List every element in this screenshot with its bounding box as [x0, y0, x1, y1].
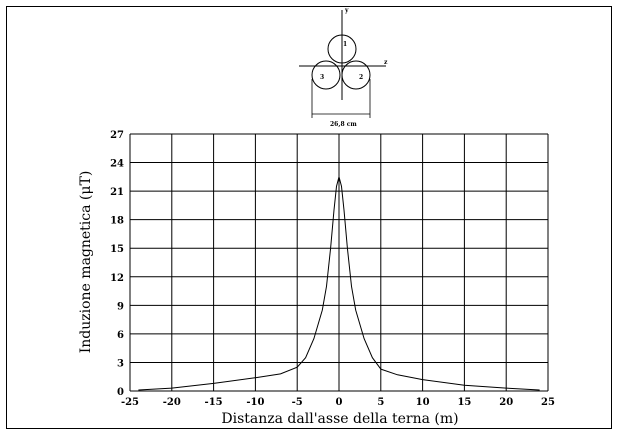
- conductor-3-label: 3: [320, 74, 324, 81]
- y-tick-label: 27: [110, 130, 124, 141]
- inset-y-label: y: [344, 7, 349, 14]
- conductor-1-label: 1: [343, 41, 347, 48]
- x-axis-label: Distanza dall'asse della terna (m): [221, 411, 458, 427]
- cable-diagram: y z 1 3 2 26,8 cm: [299, 7, 388, 128]
- y-tick-label: 3: [117, 358, 124, 369]
- x-tick-label: -10: [246, 397, 264, 408]
- y-tick-label: 6: [117, 330, 124, 341]
- y-tick-labels: 0 3 6 9 12 15 18 21 24 27: [110, 130, 124, 398]
- series-line: [138, 174, 540, 391]
- y-tick-label: 15: [110, 244, 124, 255]
- x-tick-label: 25: [541, 397, 555, 408]
- x-tick-label: 5: [377, 397, 384, 408]
- y-tick-label: 0: [117, 387, 124, 398]
- conductor-2-label: 2: [359, 74, 363, 81]
- x-tick-label: 20: [499, 397, 513, 408]
- inset-z-label: z: [384, 59, 388, 66]
- figure-frame: [6, 6, 612, 429]
- x-tick-label: 10: [416, 397, 430, 408]
- x-tick-label: -5: [292, 397, 303, 408]
- conductor-2: [341, 60, 371, 90]
- x-tick-label: 0: [336, 397, 343, 408]
- y-tick-label: 12: [110, 273, 124, 284]
- conductor-1: [327, 34, 357, 64]
- x-tick-label: -20: [163, 397, 181, 408]
- y-axis-label: Induzione magnetica (μT): [78, 171, 94, 354]
- y-tick-label: 21: [110, 187, 124, 198]
- conductor-3: [311, 60, 341, 90]
- y-tick-label: 18: [110, 216, 124, 227]
- x-tick-labels: -25 -20 -15 -10 -5 0 5 10 15 20 25: [121, 397, 555, 408]
- grid: [129, 133, 549, 392]
- x-tick-label: -25: [121, 397, 139, 408]
- dimension-label: 26,8 cm: [330, 121, 357, 128]
- y-tick-label: 24: [110, 159, 124, 170]
- x-tick-label: 15: [457, 397, 471, 408]
- x-tick-label: -15: [205, 397, 223, 408]
- y-tick-label: 9: [117, 301, 124, 312]
